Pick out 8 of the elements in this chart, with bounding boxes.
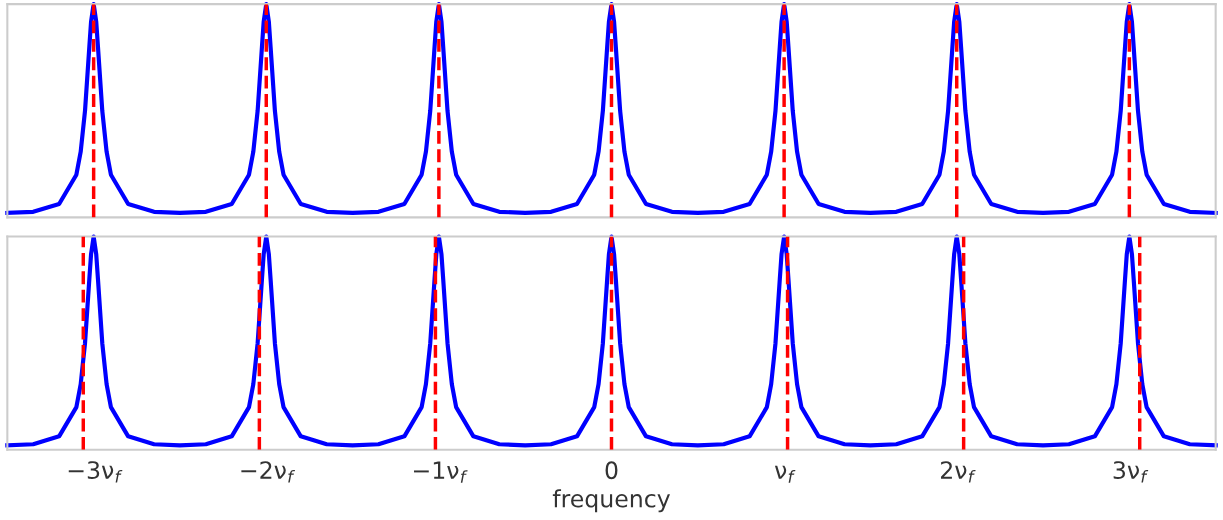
x-tick-label: 3ν$_{f}$ xyxy=(1113,461,1149,483)
x-tick-label: −2ν$_{f}$ xyxy=(241,461,295,483)
x-tick-label: −1ν$_{f}$ xyxy=(413,461,468,483)
x-tick-label: ν$_{f}$ xyxy=(774,465,796,483)
x-axis-title: frequency xyxy=(552,489,670,513)
x-tick-label: 2ν$_{f}$ xyxy=(940,461,976,483)
x-tick-label: −3ν$_{f}$ xyxy=(68,461,123,483)
x-tick-label: 0 xyxy=(605,461,618,480)
